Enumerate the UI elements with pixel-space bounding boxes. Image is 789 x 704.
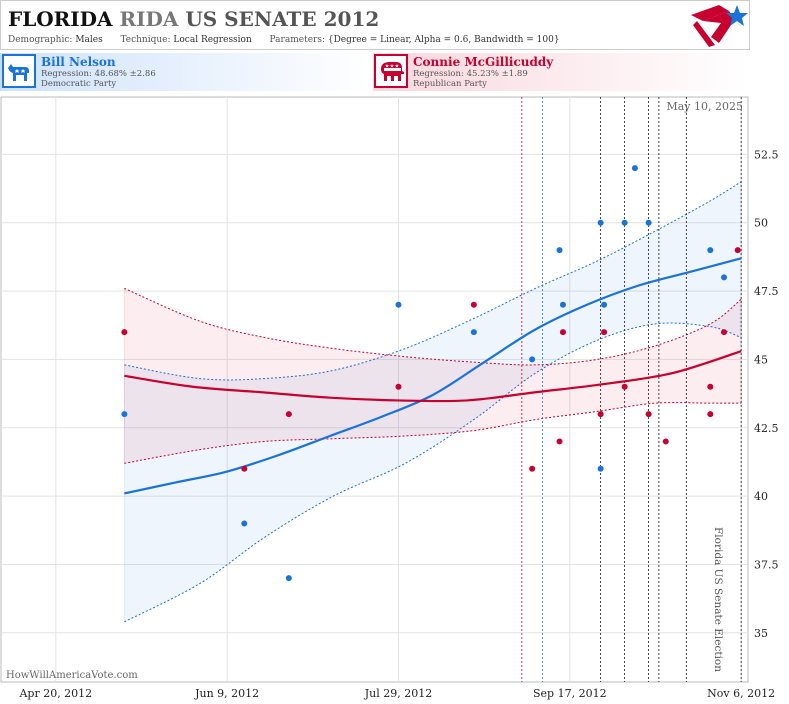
candidate-card-rep: Connie McGillicuddy Regression: 45.23% ±… bbox=[373, 53, 749, 91]
title-race: US SENATE 2012 bbox=[185, 7, 380, 31]
poll-point bbox=[556, 438, 563, 445]
y-tick-label: 40 bbox=[754, 490, 768, 503]
rep-candidate-name: Connie McGillicuddy bbox=[413, 55, 554, 69]
header-panel: FLORIDA RIDA US SENATE 2012 Demographic:… bbox=[0, 0, 750, 50]
donkey-icon bbox=[2, 54, 36, 88]
poll-point bbox=[121, 329, 128, 336]
poll-point bbox=[621, 383, 628, 390]
trend-line bbox=[124, 350, 742, 403]
candidate-card-dem: Bill Nelson Regression: 48.68% ±2.86 Dem… bbox=[0, 53, 370, 91]
poll-point bbox=[707, 383, 714, 390]
poll-point bbox=[721, 329, 728, 336]
poll-point bbox=[241, 465, 248, 472]
poll-point bbox=[721, 274, 728, 281]
trend-line bbox=[124, 257, 742, 495]
y-tick-label: 52.5 bbox=[754, 148, 779, 161]
poll-points bbox=[121, 165, 741, 582]
y-tick-label: 50 bbox=[754, 217, 768, 230]
x-tick-label: Nov 6, 2012 bbox=[707, 687, 775, 700]
band-lower-line bbox=[124, 322, 742, 623]
y-tick-label: 42.5 bbox=[754, 422, 779, 435]
dem-candidate-name: Bill Nelson bbox=[41, 55, 116, 69]
poll-point bbox=[597, 219, 604, 226]
rep-party: Republican Party bbox=[413, 79, 487, 89]
demographic-label: Demographic: bbox=[8, 35, 73, 45]
demographic-value: Males bbox=[75, 35, 103, 45]
poll-point bbox=[241, 520, 248, 527]
poll-lines bbox=[521, 97, 742, 682]
watermark: HowWillAmericaVote.com bbox=[6, 670, 138, 681]
poll-point bbox=[601, 329, 608, 336]
poll-point bbox=[559, 329, 566, 336]
band-upper-line bbox=[124, 287, 742, 366]
x-tick-label: Sep 17, 2012 bbox=[533, 687, 607, 700]
band-lower-line bbox=[124, 402, 742, 464]
election-event-label: Florida US Senate Election bbox=[712, 527, 724, 672]
x-tick-label: Apr 20, 2012 bbox=[18, 687, 92, 700]
poll-point bbox=[707, 411, 714, 418]
site-logo-icon bbox=[691, 5, 748, 47]
x-tick-label: Jul 29, 2012 bbox=[364, 687, 433, 700]
grid-layer bbox=[1, 97, 748, 682]
title-fragment: RIDA bbox=[119, 7, 179, 31]
y-tick-label: 47.5 bbox=[754, 285, 779, 298]
elephant-icon bbox=[374, 54, 408, 88]
poll-point bbox=[734, 247, 741, 254]
page-title: FLORIDA RIDA US SENATE 2012 bbox=[8, 7, 379, 31]
poll-point bbox=[470, 329, 477, 336]
band-upper-line bbox=[124, 181, 742, 381]
x-tick-label: Jun 9, 2012 bbox=[194, 687, 259, 700]
poll-point bbox=[645, 411, 652, 418]
dem-party: Democratic Party bbox=[41, 79, 117, 89]
poll-point bbox=[662, 438, 669, 445]
poll-point bbox=[707, 247, 714, 254]
parameters-label: Parameters: bbox=[269, 35, 325, 45]
poll-point bbox=[645, 219, 652, 226]
dem-regression: Regression: 48.68% ±2.86 bbox=[41, 69, 156, 79]
poll-point bbox=[395, 383, 402, 390]
poll-point bbox=[601, 301, 608, 308]
rep-regression: Regression: 45.23% ±1.89 bbox=[413, 69, 528, 79]
confidence-bands bbox=[124, 181, 742, 623]
poll-point bbox=[556, 247, 563, 254]
poll-point bbox=[285, 411, 292, 418]
technique-value: Local Regression bbox=[173, 35, 252, 45]
trend-lines bbox=[124, 257, 742, 495]
poll-point bbox=[529, 356, 536, 363]
axis-labels: Apr 20, 2012 Jun 9, 2012 Jul 29, 2012 Sep 1… bbox=[18, 148, 778, 700]
title-state: FLORIDA bbox=[8, 7, 113, 31]
poll-point bbox=[529, 465, 536, 472]
poll-point bbox=[395, 301, 402, 308]
poll-point bbox=[121, 411, 128, 418]
plot-area bbox=[0, 96, 749, 683]
y-tick-label: 45 bbox=[754, 353, 768, 366]
y-tick-label: 35 bbox=[754, 627, 768, 640]
parameters-line: Demographic: Males Technique: Local Regr… bbox=[8, 35, 560, 45]
poll-point bbox=[597, 465, 604, 472]
parameters-value: {Degree = Linear, Alpha = 0.6, Bandwidth… bbox=[327, 35, 560, 45]
poll-point bbox=[631, 165, 638, 172]
poll-point bbox=[621, 219, 628, 226]
confidence-band bbox=[124, 288, 742, 464]
poll-point bbox=[597, 411, 604, 418]
poll-point bbox=[559, 301, 566, 308]
y-tick-label: 37.5 bbox=[754, 558, 779, 571]
date-stamp: May 10, 2025 bbox=[666, 100, 743, 113]
technique-label: Technique: bbox=[120, 35, 171, 45]
confidence-band bbox=[124, 181, 742, 622]
poll-point bbox=[285, 575, 292, 582]
poll-point bbox=[470, 301, 477, 308]
